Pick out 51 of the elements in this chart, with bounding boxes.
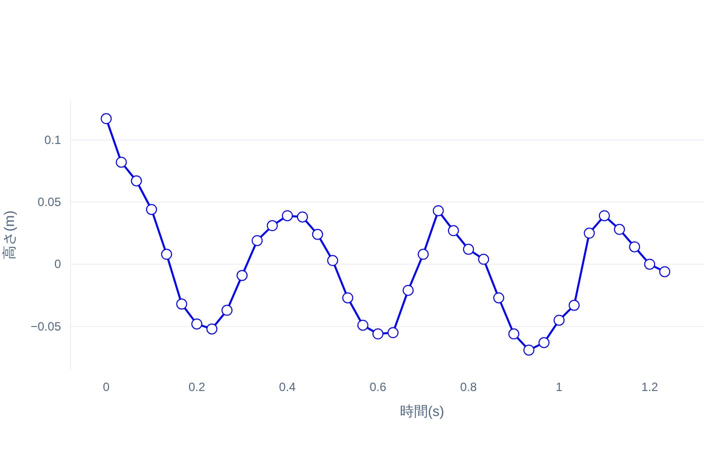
y-tick-label: −0.05 [30, 319, 62, 334]
point [432, 205, 444, 216]
y-tick-label: 0 [54, 257, 62, 272]
point [523, 344, 534, 356]
y-tick-label: 0.05 [38, 195, 62, 210]
point [236, 270, 248, 281]
x-tick-label: 0.6 [370, 380, 387, 394]
point [206, 323, 218, 334]
point [388, 327, 399, 338]
point [659, 266, 670, 278]
point [266, 220, 278, 232]
point [402, 284, 414, 296]
x-tick-label: 1.2 [641, 380, 658, 394]
point [538, 337, 550, 348]
x-tick-label: 0.4 [279, 380, 296, 394]
point [493, 292, 504, 304]
point [191, 318, 202, 330]
y-tick-label: 0.1 [44, 132, 62, 147]
point [554, 314, 565, 326]
x-axis-title: 時間(s) [400, 403, 444, 419]
point [100, 113, 112, 124]
point [448, 225, 459, 236]
x-tick-label: 0 [102, 380, 110, 394]
point [478, 254, 490, 265]
point [357, 320, 368, 331]
point [282, 210, 293, 222]
point [252, 235, 263, 246]
y-axis-title: 高さ(m) [1, 210, 17, 260]
point [463, 244, 474, 255]
point [116, 156, 127, 168]
point [598, 210, 610, 222]
point [161, 248, 172, 260]
point [644, 258, 656, 270]
x-tick-label: 1 [556, 380, 563, 394]
point [130, 175, 142, 186]
point [629, 241, 640, 252]
point [372, 328, 384, 340]
point [222, 304, 233, 316]
point [296, 211, 308, 222]
x-tick-label: 0.2 [188, 380, 206, 394]
point [418, 248, 429, 260]
point [568, 300, 580, 311]
point [146, 204, 158, 215]
point [312, 228, 324, 240]
x-tick-label: 0.8 [460, 380, 478, 394]
point [614, 224, 625, 235]
point [508, 328, 520, 340]
point [584, 228, 595, 239]
point [342, 292, 354, 304]
point [327, 255, 338, 266]
point [176, 298, 188, 310]
